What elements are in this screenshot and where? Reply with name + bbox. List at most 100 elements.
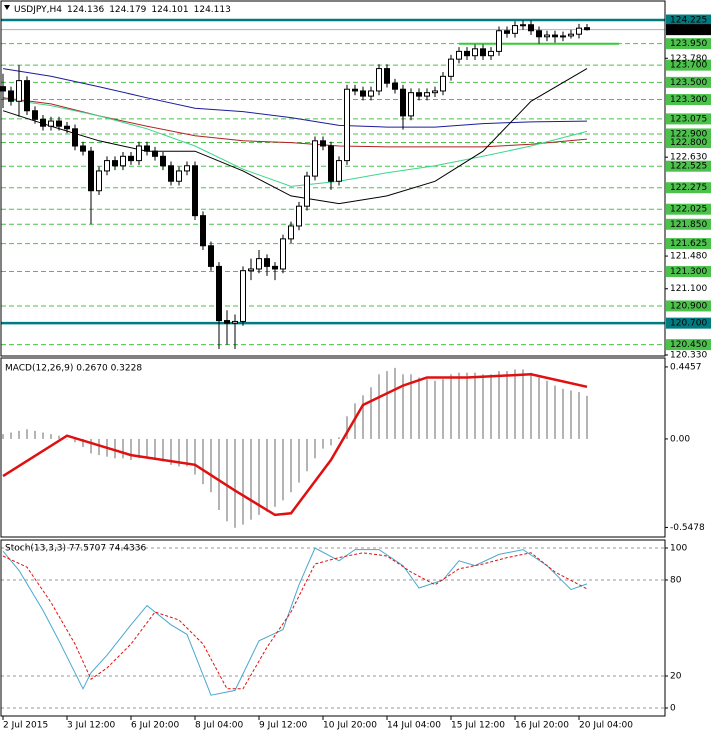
level-label: 123.950 xyxy=(670,39,707,49)
candle-body xyxy=(144,145,150,152)
macd-bar xyxy=(570,390,572,439)
level-label-bg xyxy=(666,38,711,50)
stoch-title: Stoch(13,3,3) 77.5707 74.4336 xyxy=(5,544,146,554)
x-tick-label: 16 Jul 20:00 xyxy=(515,721,569,731)
chart-title: USDJPY,H4 xyxy=(14,5,62,15)
header-close: 124.113 xyxy=(194,5,231,15)
y-tick-label: 100 xyxy=(670,544,687,554)
candle-body xyxy=(256,258,262,270)
macd-bar xyxy=(258,438,260,515)
candle-body xyxy=(432,90,438,94)
candle-body xyxy=(136,145,142,162)
candle-body xyxy=(40,118,46,127)
y-tick-label: 0.4457 xyxy=(670,362,702,372)
candle-body xyxy=(208,245,214,267)
macd-bar xyxy=(450,374,452,439)
macd-bar xyxy=(546,380,548,439)
macd-bar xyxy=(26,429,28,439)
macd-bar xyxy=(282,438,284,501)
candle-body xyxy=(296,205,302,227)
candle-body xyxy=(128,155,134,162)
level-label-bg xyxy=(666,218,711,230)
level-label: 123.500 xyxy=(670,78,707,88)
candle-body xyxy=(400,88,406,117)
level-label-bg xyxy=(666,203,711,215)
macd-bar xyxy=(458,372,460,439)
macd-bar xyxy=(442,379,444,439)
candle-body xyxy=(536,30,542,38)
level-label: 122.900 xyxy=(670,129,707,139)
candle-body xyxy=(336,160,342,182)
candle-body xyxy=(584,27,590,31)
macd-bar xyxy=(266,438,268,512)
macd-bar xyxy=(10,432,12,439)
y-tick-label: 120.330 xyxy=(670,350,707,360)
candle-body xyxy=(0,86,6,92)
candle-body xyxy=(576,27,582,35)
macd-bar xyxy=(434,380,436,439)
macd-bar xyxy=(338,437,340,439)
macd-bar xyxy=(498,371,500,439)
candle-body xyxy=(456,50,462,60)
candle-body xyxy=(120,155,126,167)
candle-body xyxy=(552,34,558,38)
candle-body xyxy=(488,50,494,57)
y-tick-label: 121.100 xyxy=(670,284,707,294)
macd-bar xyxy=(330,438,332,446)
candle-body xyxy=(160,155,166,167)
header-low: 124.101 xyxy=(151,5,188,15)
candle-body xyxy=(472,48,478,57)
macd-bar xyxy=(578,392,580,439)
macd-bar xyxy=(82,438,84,448)
candle-body xyxy=(80,145,86,152)
candle-body xyxy=(176,170,182,182)
candle-body xyxy=(8,90,14,102)
level-label-bg xyxy=(666,14,711,26)
x-tick-label: 8 Jul 04:00 xyxy=(195,721,244,731)
moving-average xyxy=(2,98,588,187)
macd-bar xyxy=(490,374,492,439)
level-label: 123.300 xyxy=(670,95,707,105)
level-label: 122.025 xyxy=(670,205,707,215)
macd-bar xyxy=(298,438,300,483)
candle-body xyxy=(392,82,398,90)
macd-bar xyxy=(170,438,172,465)
level-label-bg xyxy=(666,76,711,88)
macd-bar xyxy=(314,438,316,459)
candle-body xyxy=(288,225,294,240)
candle-body xyxy=(496,30,502,52)
macd-bar xyxy=(98,438,100,456)
macd-bar xyxy=(322,438,324,449)
macd-bar xyxy=(122,438,124,459)
macd-bar xyxy=(562,388,564,439)
macd-bar xyxy=(466,372,468,439)
macd-bar xyxy=(378,374,380,439)
candle-body xyxy=(504,30,510,34)
candle-body xyxy=(560,35,566,38)
macd-bar xyxy=(418,377,420,439)
macd-bar xyxy=(554,385,556,439)
candle-body xyxy=(200,215,206,247)
macd-bar xyxy=(202,438,204,485)
candle-body xyxy=(320,140,326,147)
macd-bar xyxy=(34,430,36,439)
level-label-bg xyxy=(666,339,711,351)
candle-body xyxy=(368,90,374,97)
header-high: 124.179 xyxy=(109,5,146,15)
candle-body xyxy=(224,320,230,324)
candle-body xyxy=(112,160,118,167)
price-label: 124.113 xyxy=(670,25,707,35)
macd-bar xyxy=(114,438,116,459)
level-label-bg xyxy=(666,94,711,106)
y-tick-label: 80 xyxy=(670,576,682,586)
macd-bar xyxy=(130,438,132,460)
candle-body xyxy=(240,270,246,322)
macd-signal xyxy=(2,373,588,517)
candle-body xyxy=(360,90,366,97)
plot-layer xyxy=(1,18,665,709)
level-label-bg xyxy=(666,266,711,278)
candle-body xyxy=(168,165,174,182)
level-label-bg xyxy=(666,137,711,149)
y-tick-label: 121.480 xyxy=(670,252,707,262)
candle-body xyxy=(384,68,390,84)
